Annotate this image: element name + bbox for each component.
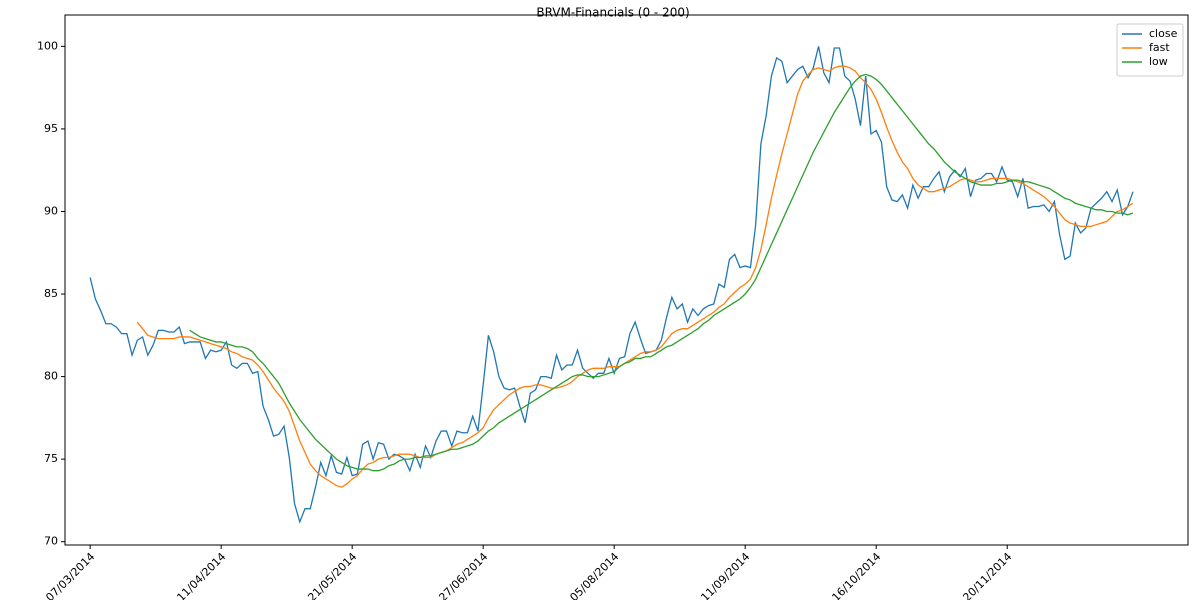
y-tick-label: 75 xyxy=(44,452,58,465)
y-tick-label: 95 xyxy=(44,122,58,135)
series-line xyxy=(189,73,1134,472)
y-tick-label: 90 xyxy=(44,204,58,217)
y-tick-label: 80 xyxy=(44,370,58,383)
legend-label: fast xyxy=(1149,41,1170,54)
chart-title: BRVM-Financials (0 - 200) xyxy=(536,6,689,20)
y-tick-label: 100 xyxy=(37,39,58,52)
legend-label: low xyxy=(1149,55,1168,68)
legend-box xyxy=(1116,23,1184,77)
legend-label: close xyxy=(1149,27,1178,40)
y-tick-label: 85 xyxy=(44,287,58,300)
plot-frame xyxy=(64,14,1189,546)
y-tick-label: 70 xyxy=(44,535,58,548)
series-line xyxy=(89,46,1134,524)
